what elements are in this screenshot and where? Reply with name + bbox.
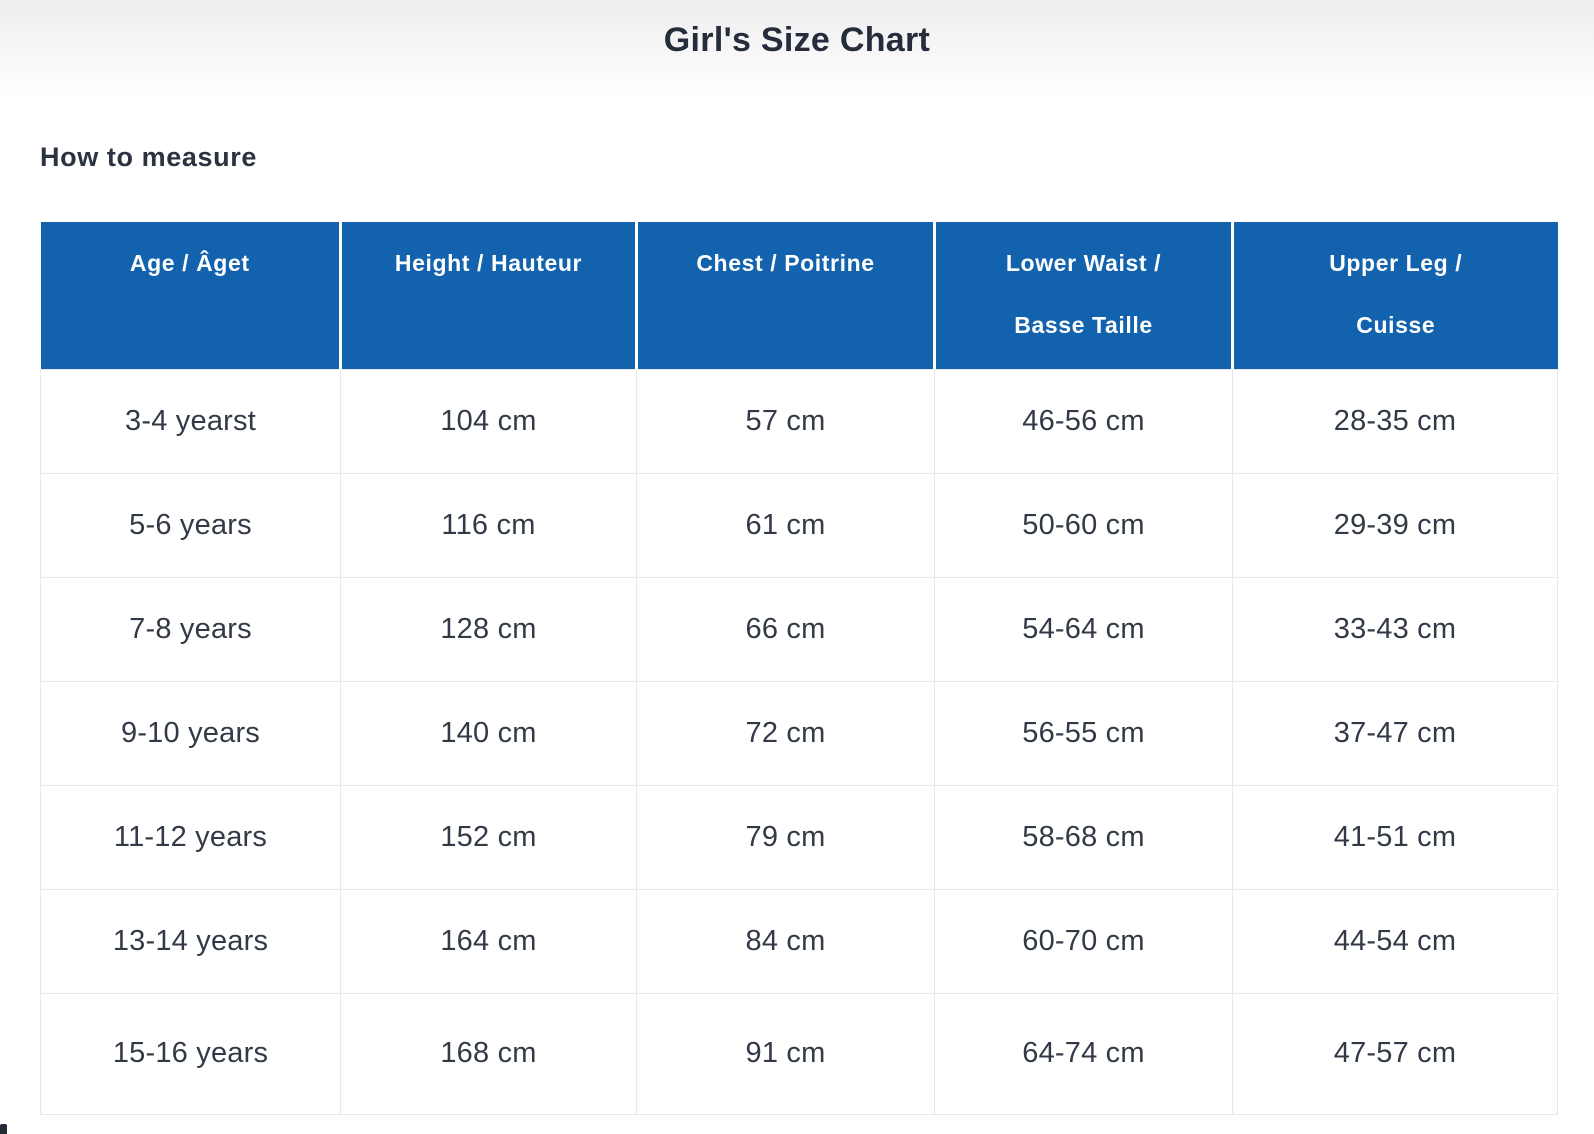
- table-cell: 46-56 cm: [934, 368, 1233, 474]
- table-cell: 11-12 years: [40, 784, 341, 890]
- table-cell: 58-68 cm: [934, 784, 1233, 890]
- table-cell: 47-57 cm: [1232, 992, 1558, 1115]
- table-cell: 104 cm: [340, 368, 637, 474]
- table-header-row: Age / Âget Height / Hauteur Chest / Poitri…: [40, 222, 1558, 369]
- table-cell: 44-54 cm: [1232, 888, 1558, 994]
- table-row: 13-14 years 164 cm 84 cm 60-70 cm 44-54 cm: [40, 888, 1558, 994]
- table-cell: 13-14 years: [40, 888, 341, 994]
- table-cell: 84 cm: [636, 888, 935, 994]
- table-body: 3-4 yearst 104 cm 57 cm 46-56 cm 28-35 cm 5-6…: [40, 368, 1558, 1115]
- table-cell: 3-4 yearst: [40, 368, 341, 474]
- table-header: Age / Âget Height / Hauteur Chest / Poitri…: [40, 222, 1558, 369]
- table-cell: 54-64 cm: [934, 576, 1233, 682]
- page-title: Girl's Size Chart: [663, 21, 931, 59]
- table-cell: 28-35 cm: [1232, 368, 1558, 474]
- table-cell: 128 cm: [340, 576, 637, 682]
- section-heading: How to measure: [40, 142, 257, 172]
- table-cell: 140 cm: [340, 680, 637, 786]
- header-cell-0: Age / Âget: [40, 222, 342, 369]
- table-row: 5-6 years 116 cm 61 cm 50-60 cm 29-39 cm: [40, 472, 1558, 578]
- table-cell: 41-51 cm: [1232, 784, 1558, 890]
- table-row: 11-12 years 152 cm 79 cm 58-68 cm 41-51 cm: [40, 784, 1558, 890]
- table-cell: 33-43 cm: [1232, 576, 1558, 682]
- table-cell: 57 cm: [636, 368, 935, 474]
- table-cell: 91 cm: [636, 992, 935, 1115]
- table-cell: 29-39 cm: [1232, 472, 1558, 578]
- table-row: 15-16 years 168 cm 91 cm 64-74 cm 47-57 cm: [40, 992, 1558, 1115]
- table-cell: 72 cm: [636, 680, 935, 786]
- table-row: 3-4 yearst 104 cm 57 cm 46-56 cm 28-35 cm: [40, 368, 1558, 474]
- table-cell: 60-70 cm: [934, 888, 1233, 994]
- table-row: 9-10 years 140 cm 72 cm 56-55 cm 37-47 cm: [40, 680, 1558, 786]
- table-cell: 116 cm: [340, 472, 637, 578]
- table-cell: 50-60 cm: [934, 472, 1233, 578]
- size-chart-table: Age / Âget Height / Hauteur Chest / Poitri…: [40, 222, 1558, 1115]
- table-cell: 5-6 years: [40, 472, 341, 578]
- table-cell: 152 cm: [340, 784, 637, 890]
- table-cell: 37-47 cm: [1232, 680, 1558, 786]
- table-cell: 61 cm: [636, 472, 935, 578]
- table-cell: 7-8 years: [40, 576, 341, 682]
- table-cell: 15-16 years: [40, 992, 341, 1115]
- header-cell-3: Lower Waist / Basse Taille: [934, 222, 1234, 369]
- header-cell-4: Upper Leg / Cuisse: [1232, 222, 1558, 369]
- table-cell: 56-55 cm: [934, 680, 1233, 786]
- table-cell: 79 cm: [636, 784, 935, 890]
- title-banner: Girl's Size Chart: [0, 0, 1594, 96]
- header-cell-1: Height / Hauteur: [340, 222, 638, 369]
- table-row: 7-8 years 128 cm 66 cm 54-64 cm 33-43 cm: [40, 576, 1558, 682]
- table-cell: 64-74 cm: [934, 992, 1233, 1115]
- table-cell: 66 cm: [636, 576, 935, 682]
- table-cell: 164 cm: [340, 888, 637, 994]
- table-cell: 168 cm: [340, 992, 637, 1115]
- table-cell: 9-10 years: [40, 680, 341, 786]
- header-cell-2: Chest / Poitrine: [636, 222, 936, 369]
- screenshot-edge-artifact: [0, 1124, 7, 1134]
